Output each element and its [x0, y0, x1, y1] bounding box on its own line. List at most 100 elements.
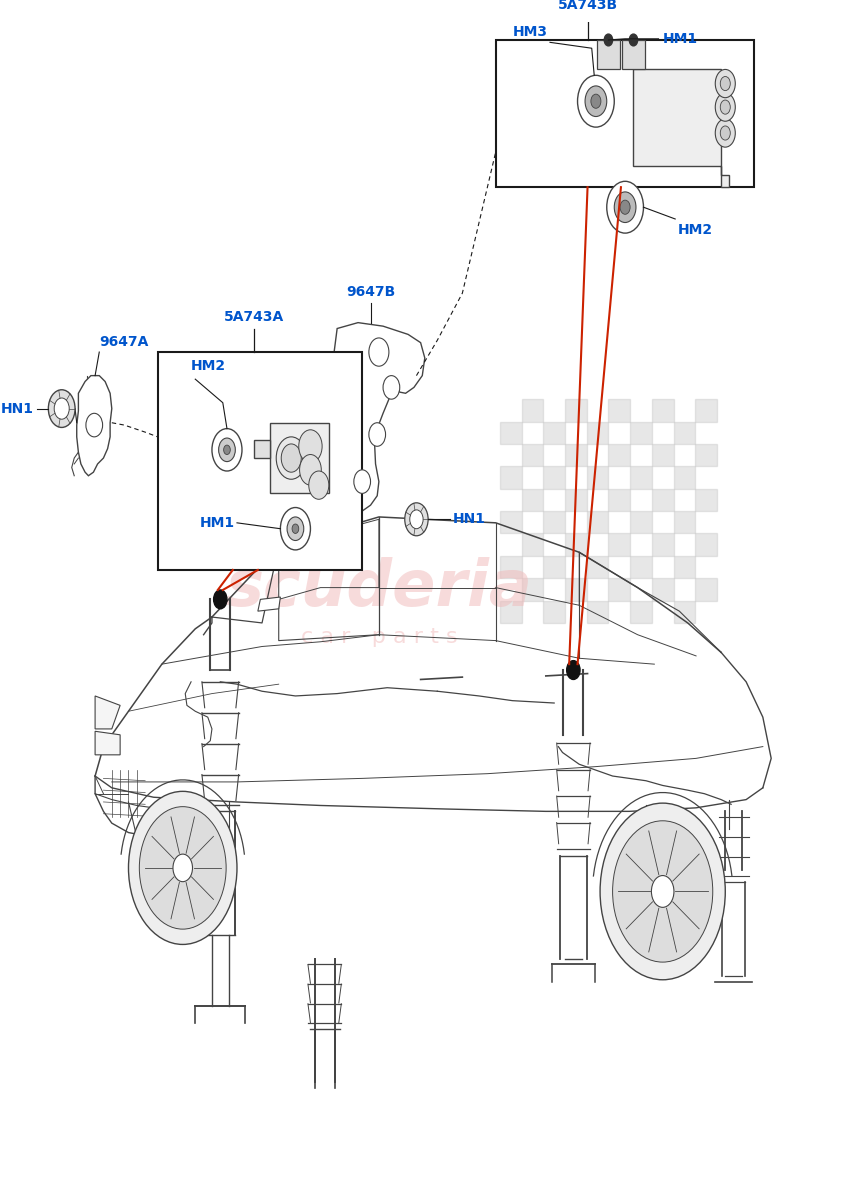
Bar	[544, 421, 565, 444]
Circle shape	[613, 821, 713, 962]
Circle shape	[721, 100, 730, 114]
Bar	[544, 467, 565, 488]
Bar	[500, 600, 521, 623]
Bar	[544, 511, 565, 534]
Bar	[696, 400, 717, 421]
Bar	[544, 556, 565, 578]
Bar	[673, 600, 696, 623]
Polygon shape	[258, 598, 280, 611]
Text: 9647A: 9647A	[99, 335, 148, 348]
Circle shape	[280, 508, 311, 550]
Circle shape	[577, 76, 614, 127]
Bar	[587, 421, 608, 444]
Circle shape	[585, 86, 607, 116]
Bar	[652, 534, 673, 556]
Bar	[587, 511, 608, 534]
Bar	[521, 534, 544, 556]
Bar	[608, 488, 630, 511]
Circle shape	[292, 524, 299, 534]
Circle shape	[54, 398, 69, 419]
Circle shape	[299, 455, 321, 485]
Bar	[565, 488, 587, 511]
Circle shape	[139, 806, 226, 929]
Circle shape	[224, 445, 230, 455]
Bar	[521, 444, 544, 467]
Bar	[696, 444, 717, 467]
Bar	[652, 444, 673, 467]
Circle shape	[607, 181, 644, 233]
Circle shape	[309, 472, 329, 499]
Circle shape	[715, 92, 735, 121]
Circle shape	[287, 517, 304, 540]
Text: 5A743B: 5A743B	[557, 0, 618, 12]
Text: HM1: HM1	[199, 516, 235, 530]
Polygon shape	[270, 422, 329, 493]
Bar	[696, 578, 717, 600]
Circle shape	[715, 70, 735, 97]
Text: HM2: HM2	[191, 359, 226, 373]
Bar	[608, 578, 630, 600]
Bar	[500, 511, 521, 534]
Circle shape	[721, 126, 730, 140]
Text: 9647B: 9647B	[346, 286, 395, 299]
Bar	[495, 40, 754, 187]
Circle shape	[173, 854, 192, 882]
Bar	[673, 467, 696, 488]
Bar	[652, 400, 673, 421]
Circle shape	[383, 376, 400, 400]
Polygon shape	[254, 440, 270, 458]
Bar	[608, 444, 630, 467]
Circle shape	[218, 438, 236, 462]
Bar	[630, 600, 652, 623]
Polygon shape	[95, 696, 120, 728]
Circle shape	[629, 34, 638, 46]
Circle shape	[48, 390, 75, 427]
Bar	[673, 556, 696, 578]
Polygon shape	[327, 323, 425, 514]
Bar	[565, 578, 587, 600]
Circle shape	[299, 430, 322, 463]
Bar	[652, 578, 673, 600]
Circle shape	[591, 94, 601, 108]
Bar	[608, 534, 630, 556]
Bar	[587, 556, 608, 578]
Text: scuderia: scuderia	[225, 557, 532, 619]
Circle shape	[281, 444, 301, 472]
Polygon shape	[77, 376, 112, 475]
Bar	[630, 421, 652, 444]
Circle shape	[600, 803, 725, 979]
Circle shape	[721, 77, 730, 91]
Circle shape	[369, 338, 389, 366]
Bar	[652, 488, 673, 511]
Bar	[630, 467, 652, 488]
Circle shape	[86, 413, 103, 437]
Text: HM2: HM2	[677, 222, 713, 236]
Circle shape	[604, 34, 613, 46]
Bar	[696, 534, 717, 556]
Bar	[521, 400, 544, 421]
Bar	[630, 556, 652, 578]
Polygon shape	[621, 40, 646, 70]
Circle shape	[129, 791, 237, 944]
Text: HM3: HM3	[513, 25, 547, 38]
Bar	[544, 600, 565, 623]
Text: c a r   p a r t s: c a r p a r t s	[300, 628, 457, 647]
Text: HM1: HM1	[663, 32, 698, 46]
Circle shape	[652, 876, 674, 907]
Polygon shape	[633, 70, 729, 187]
Circle shape	[276, 437, 306, 479]
Circle shape	[405, 503, 428, 535]
Circle shape	[567, 661, 580, 679]
Circle shape	[620, 200, 630, 215]
Bar	[673, 421, 696, 444]
Bar	[500, 421, 521, 444]
Circle shape	[614, 192, 636, 222]
Circle shape	[410, 510, 423, 529]
Bar	[565, 534, 587, 556]
Polygon shape	[95, 731, 120, 755]
Bar	[630, 511, 652, 534]
Bar	[587, 467, 608, 488]
Bar	[696, 488, 717, 511]
Bar	[500, 556, 521, 578]
Circle shape	[369, 422, 386, 446]
